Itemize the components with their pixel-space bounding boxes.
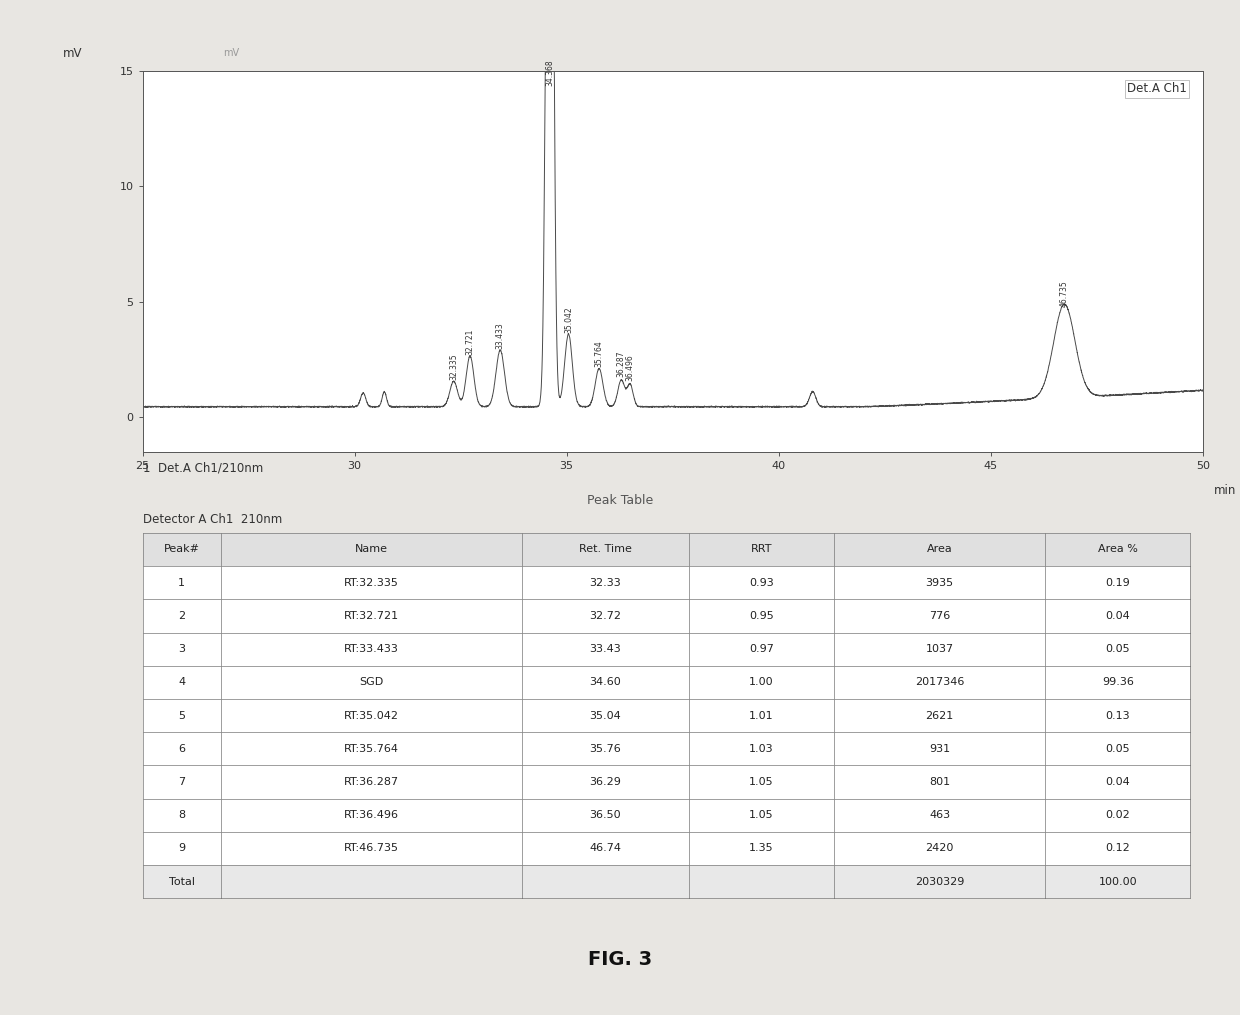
Text: 1.35: 1.35 [749, 843, 774, 854]
Text: FIG. 3: FIG. 3 [588, 950, 652, 969]
Text: 0.93: 0.93 [749, 578, 774, 588]
Text: 463: 463 [929, 810, 950, 820]
Text: 32.72: 32.72 [589, 611, 621, 621]
Text: Name: Name [355, 544, 388, 554]
Text: 32.33: 32.33 [589, 578, 621, 588]
Text: 1.03: 1.03 [749, 744, 774, 754]
Text: mV: mV [63, 47, 83, 60]
Text: 0.05: 0.05 [1106, 744, 1130, 754]
Text: 1.05: 1.05 [749, 810, 774, 820]
Text: 36.496: 36.496 [626, 354, 635, 382]
Text: 0.19: 0.19 [1106, 578, 1131, 588]
Text: Area %: Area % [1097, 544, 1138, 554]
Text: 2420: 2420 [925, 843, 954, 854]
Text: 0.04: 0.04 [1106, 777, 1131, 787]
Text: 36.287: 36.287 [616, 350, 626, 377]
Text: 1037: 1037 [925, 645, 954, 654]
Text: 9: 9 [179, 843, 185, 854]
Text: 2030329: 2030329 [915, 877, 965, 887]
Text: 1.00: 1.00 [749, 677, 774, 687]
Text: RRT: RRT [750, 544, 773, 554]
Text: RT:46.735: RT:46.735 [343, 843, 398, 854]
Text: 35.042: 35.042 [564, 307, 573, 333]
Text: mV: mV [223, 48, 239, 58]
Text: Area: Area [926, 544, 952, 554]
Text: 0.13: 0.13 [1106, 710, 1130, 721]
Text: 46.74: 46.74 [589, 843, 621, 854]
Text: 32.335: 32.335 [449, 353, 458, 381]
Text: 34.368: 34.368 [546, 60, 554, 86]
Text: 0.97: 0.97 [749, 645, 774, 654]
Text: RT:36.496: RT:36.496 [343, 810, 398, 820]
Text: 0.02: 0.02 [1106, 810, 1131, 820]
Text: 931: 931 [929, 744, 950, 754]
Text: Peak#: Peak# [164, 544, 200, 554]
Text: Det.A Ch1: Det.A Ch1 [1127, 82, 1187, 95]
Text: 6: 6 [179, 744, 185, 754]
Text: 2: 2 [179, 611, 185, 621]
Text: 1.05: 1.05 [749, 777, 774, 787]
Text: 4: 4 [179, 677, 185, 687]
Text: Detector A Ch1  210nm: Detector A Ch1 210nm [143, 513, 281, 526]
Text: 36.29: 36.29 [589, 777, 621, 787]
Text: 8: 8 [179, 810, 185, 820]
Text: 5: 5 [179, 710, 185, 721]
Text: 2621: 2621 [925, 710, 954, 721]
Text: 34.60: 34.60 [589, 677, 621, 687]
Text: RT:32.335: RT:32.335 [343, 578, 398, 588]
Text: 32.721: 32.721 [465, 329, 475, 355]
Text: 35.76: 35.76 [589, 744, 621, 754]
Text: 2017346: 2017346 [915, 677, 965, 687]
Text: 1: 1 [179, 578, 185, 588]
Text: 35.04: 35.04 [589, 710, 621, 721]
Text: 0.04: 0.04 [1106, 611, 1131, 621]
Text: min: min [1214, 484, 1236, 497]
Text: 7: 7 [179, 777, 185, 787]
Text: Peak Table: Peak Table [587, 494, 653, 508]
Text: 100.00: 100.00 [1099, 877, 1137, 887]
Text: SGD: SGD [360, 677, 383, 687]
Text: 0.05: 0.05 [1106, 645, 1130, 654]
Text: 99.36: 99.36 [1102, 677, 1133, 687]
Text: 33.433: 33.433 [496, 323, 505, 349]
Text: RT:32.721: RT:32.721 [343, 611, 399, 621]
Text: RT:33.433: RT:33.433 [343, 645, 398, 654]
Text: 35.764: 35.764 [594, 341, 604, 367]
Text: 801: 801 [929, 777, 950, 787]
Text: RT:35.764: RT:35.764 [343, 744, 398, 754]
Text: Total: Total [169, 877, 195, 887]
Text: 3: 3 [179, 645, 185, 654]
Text: 1.01: 1.01 [749, 710, 774, 721]
Text: 1  Det.A Ch1/210nm: 1 Det.A Ch1/210nm [143, 462, 263, 475]
Text: RT:36.287: RT:36.287 [343, 777, 399, 787]
Text: 46.735: 46.735 [1060, 281, 1069, 308]
Text: 0.95: 0.95 [749, 611, 774, 621]
Text: 0.12: 0.12 [1106, 843, 1131, 854]
Text: 33.43: 33.43 [589, 645, 621, 654]
Text: 36.50: 36.50 [589, 810, 621, 820]
Text: 3935: 3935 [925, 578, 954, 588]
Text: RT:35.042: RT:35.042 [343, 710, 398, 721]
Text: Ret. Time: Ret. Time [579, 544, 631, 554]
Text: 776: 776 [929, 611, 950, 621]
